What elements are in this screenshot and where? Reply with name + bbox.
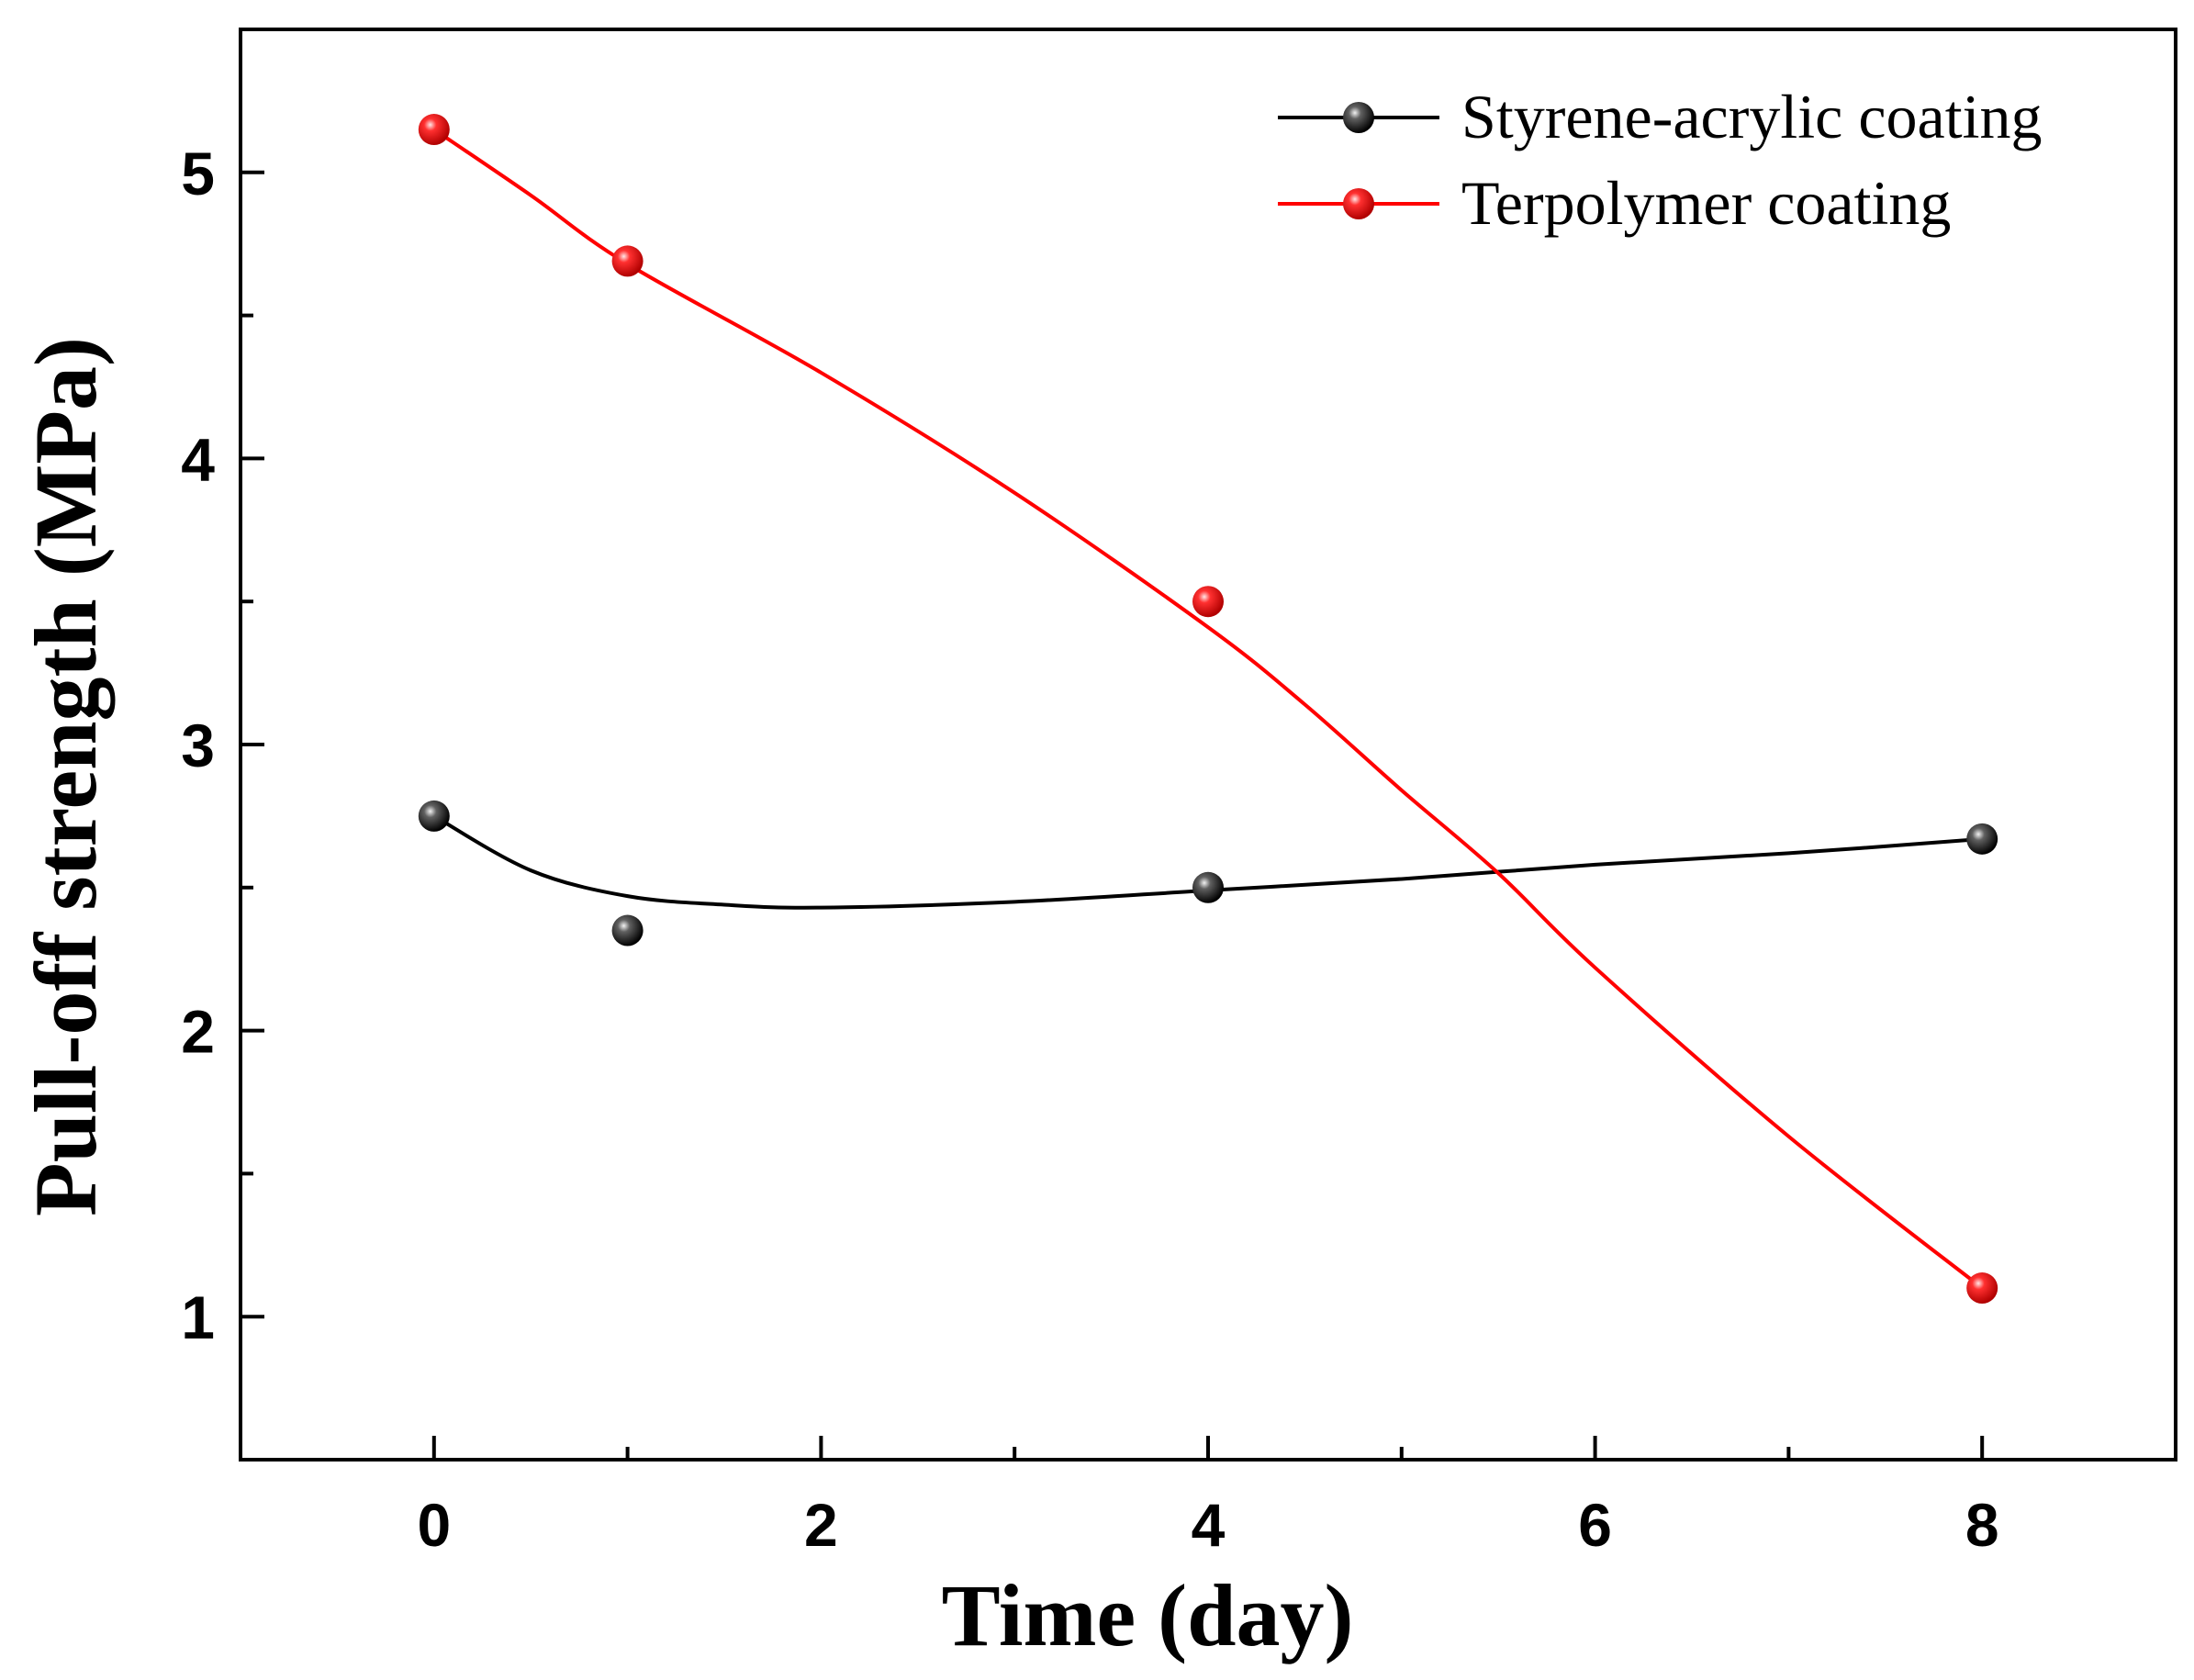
x-axis-title: Time (day): [942, 1566, 1354, 1664]
data-point: [1192, 871, 1224, 903]
x-tick-label: 4: [1192, 1491, 1226, 1559]
legend-marker-0: [1343, 102, 1374, 133]
data-point: [418, 114, 450, 146]
x-tick-label: 0: [417, 1491, 451, 1559]
series-curve-0: [432, 814, 1983, 910]
y-tick-label: 5: [181, 140, 215, 207]
y-tick-label: 1: [181, 1283, 215, 1351]
data-point: [1192, 586, 1224, 618]
axis-ticks: [241, 170, 1985, 1460]
series-markers: [418, 114, 1998, 1305]
y-tick-label: 2: [181, 998, 215, 1066]
y-axis-title: Pull-off strength (MPa): [17, 337, 115, 1216]
y-tick-labels: 1 2 3 4 5: [181, 140, 215, 1351]
data-point: [611, 245, 644, 277]
series-curves: [432, 128, 1984, 1290]
series-curve-1: [432, 128, 1984, 1290]
x-tick-label: 2: [804, 1491, 838, 1559]
legend: Styrene-acrylic coating Terpolymer coatin…: [1278, 82, 2043, 238]
data-point: [418, 800, 450, 832]
data-point: [1966, 1272, 1998, 1305]
x-tick-label: 6: [1578, 1491, 1612, 1559]
x-tick-labels: 0 2 4 6 8: [417, 1491, 1998, 1559]
x-tick-label: 8: [1965, 1491, 1999, 1559]
y-tick-label: 4: [181, 425, 215, 493]
data-point: [1966, 823, 1998, 855]
plot-frame: [239, 28, 2177, 1462]
legend-label-1: Terpolymer coating: [1461, 168, 1951, 238]
y-tick-label: 3: [181, 711, 215, 779]
data-point: [611, 914, 644, 946]
legend-marker-1: [1343, 188, 1374, 219]
legend-label-0: Styrene-acrylic coating: [1461, 82, 2043, 151]
